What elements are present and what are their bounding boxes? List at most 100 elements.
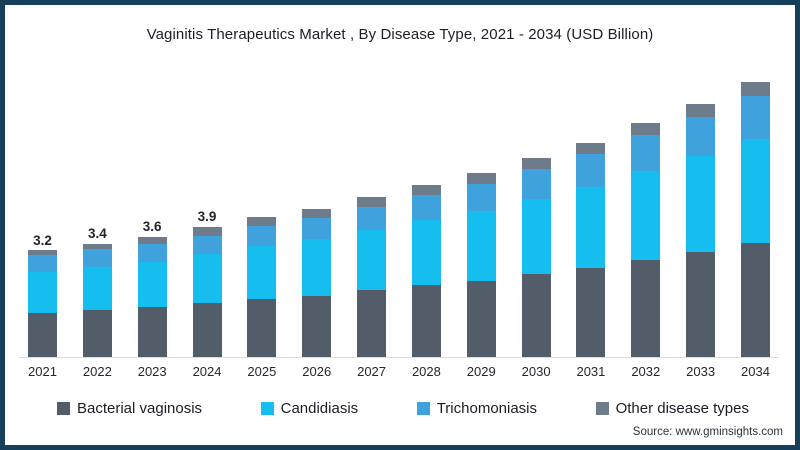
bar-column-2034 (740, 82, 770, 358)
bar-segment-other-disease-types (686, 104, 716, 118)
bar-column-2030 (521, 158, 551, 358)
source-note: Source: www.gminsights.com (632, 426, 783, 438)
legend-label: Other disease types (615, 400, 749, 417)
legend-item-trichomoniasis: Trichomoniasis (416, 400, 538, 417)
x-axis-label-2028: 2028 (411, 364, 441, 379)
bar-segment-trichomoniasis (82, 249, 112, 267)
bar-column-2031 (576, 142, 606, 358)
x-axis-label-2024: 2024 (192, 364, 222, 379)
bar-segment-trichomoniasis (247, 226, 277, 246)
x-axis-labels: 2021 2022 2023 2024 2025 2026 2027 2028 2029 2030… (28, 364, 770, 379)
bar-segment-candidiasis (686, 156, 716, 252)
bar-segment-bacterial-vaginosis (686, 251, 716, 358)
bar-segment-trichomoniasis (192, 236, 222, 254)
x-axis-label-2022: 2022 (82, 364, 112, 379)
x-axis-label-2025: 2025 (247, 364, 277, 379)
bar-segment-bacterial-vaginosis (631, 259, 661, 358)
x-axis-line (19, 357, 779, 358)
bar-segment-other-disease-types (466, 173, 496, 184)
x-axis-label-2032: 2032 (631, 364, 661, 379)
bar-segment-candidiasis (631, 170, 661, 260)
bar-total-label: 3.6 (142, 219, 162, 235)
x-axis-label-2030: 2030 (521, 364, 551, 379)
legend-item-bacterial-vaginosis: Bacterial vaginosis (57, 400, 202, 417)
bar-segment-trichomoniasis (357, 206, 387, 230)
bar-segment-bacterial-vaginosis (28, 312, 57, 358)
plot-area: 3.2 3.4 3.6 3.9 (19, 74, 779, 358)
bar-segment-candidiasis (357, 229, 387, 291)
bar-segment-other-disease-types (28, 250, 57, 255)
bar-total-label: 3.2 (33, 232, 52, 248)
bar-segment-other-disease-types (740, 82, 770, 96)
bar-segment-candidiasis (576, 186, 606, 268)
bar-segment-candidiasis (247, 245, 277, 299)
x-axis-label-2033: 2033 (686, 364, 716, 379)
legend: Bacterial vaginosis Candidiasis Trichomoni… (57, 400, 749, 417)
bar-segment-candidiasis (28, 272, 57, 313)
bar-column-2029 (466, 173, 496, 358)
bar-segment-trichomoniasis (686, 117, 716, 157)
bar-column-2021: 3.2 (28, 234, 57, 358)
legend-label: Trichomoniasis (436, 400, 538, 417)
bar-segment-bacterial-vaginosis (576, 267, 606, 358)
bar-segment-candidiasis (302, 239, 332, 296)
bar-segment-trichomoniasis (740, 95, 770, 139)
bar-segment-trichomoniasis (137, 244, 167, 262)
bar-segment-candidiasis (740, 138, 770, 243)
bar-segment-other-disease-types (247, 216, 277, 227)
x-axis-label-2029: 2029 (466, 364, 496, 379)
bar-segment-trichomoniasis (576, 154, 606, 187)
bar-segment-bacterial-vaginosis (247, 298, 277, 358)
bar-segment-candidiasis (137, 261, 167, 308)
x-axis-label-2027: 2027 (357, 364, 387, 379)
bar-segment-candidiasis (192, 253, 222, 304)
bar-segment-bacterial-vaginosis (82, 309, 112, 358)
bar-segment-bacterial-vaginosis (521, 274, 551, 358)
bar-segment-other-disease-types (82, 243, 112, 250)
x-axis-label-2034: 2034 (741, 364, 770, 379)
bar-column-2027 (357, 196, 387, 358)
bar-segment-other-disease-types (631, 122, 661, 135)
bar-segment-bacterial-vaginosis (466, 280, 496, 358)
bar-column-2033 (686, 104, 716, 358)
bar-column-2032 (631, 122, 661, 358)
legend-swatch-icon (595, 402, 609, 415)
bar-segment-other-disease-types (411, 184, 441, 196)
legend-label: Bacterial vaginosis (77, 400, 203, 417)
bar-column-2023: 3.6 (137, 219, 167, 358)
bar-segment-bacterial-vaginosis (137, 307, 167, 358)
bar-segment-trichomoniasis (411, 195, 441, 221)
bar-segment-other-disease-types (576, 142, 606, 155)
bar-column-2026 (302, 208, 332, 358)
bar-segment-candidiasis (521, 199, 551, 275)
bar-segment-trichomoniasis (521, 169, 551, 200)
bar-segment-candidiasis (411, 220, 441, 286)
bar-segment-other-disease-types (521, 158, 551, 170)
bar-segment-other-disease-types (302, 208, 332, 219)
bar-segment-candidiasis (466, 211, 496, 281)
bar-segment-trichomoniasis (28, 254, 57, 273)
legend-item-other-disease-types: Other disease types (595, 400, 749, 417)
legend-swatch-icon (57, 402, 70, 415)
legend-swatch-icon (260, 402, 274, 415)
chart-title: Vaginitis Therapeutics Market , By Disea… (146, 26, 654, 43)
bar-segment-bacterial-vaginosis (411, 285, 441, 358)
legend-item-candidiasis: Candidiasis (260, 400, 358, 417)
bar-segment-other-disease-types (357, 196, 387, 207)
x-axis-label-2031: 2031 (576, 364, 606, 379)
bar-segment-trichomoniasis (302, 218, 332, 239)
bar-segment-bacterial-vaginosis (192, 303, 222, 358)
bar-segment-trichomoniasis (631, 134, 661, 171)
x-axis-label-2021: 2021 (28, 364, 57, 379)
bar-column-2028 (411, 184, 441, 358)
bar-column-2022: 3.4 (82, 226, 112, 358)
x-axis-label-2026: 2026 (302, 364, 332, 379)
bar-column-2025 (247, 216, 277, 358)
bar-total-label: 3.4 (87, 226, 107, 242)
bars-row: 3.2 3.4 3.6 3.9 (28, 74, 770, 358)
bar-segment-candidiasis (82, 266, 112, 310)
x-axis-label-2023: 2023 (137, 364, 167, 379)
legend-swatch-icon (416, 402, 430, 415)
bar-segment-bacterial-vaginosis (740, 242, 770, 358)
